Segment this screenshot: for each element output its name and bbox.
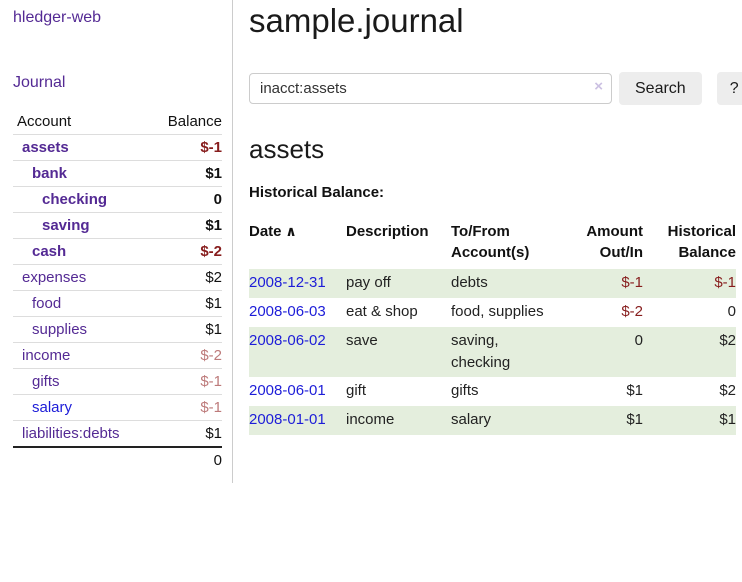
account-balance: $1: [148, 160, 222, 187]
transaction-amount: 0: [634, 331, 643, 349]
account-link[interactable]: salary: [32, 399, 73, 416]
main-panel: sample.journal × Search ? assets Histori…: [233, 0, 742, 435]
transaction-row: 2008-06-02 save saving, checking 0 $2: [249, 326, 736, 378]
account-balance: $1: [148, 420, 222, 447]
account-link[interactable]: checking: [42, 191, 108, 208]
transaction-description: eat & shop: [346, 303, 418, 321]
transaction-accounts: gifts: [451, 382, 479, 400]
account-row: income $-2: [13, 342, 222, 369]
transaction-date-link[interactable]: 2008-06-02: [249, 331, 326, 349]
account-link[interactable]: saving: [42, 217, 90, 234]
account-link[interactable]: income: [22, 347, 71, 364]
transaction-accounts: saving, checking: [451, 331, 511, 371]
accounts-table: Account Balance assets $-1 bank $1 check…: [13, 109, 222, 473]
account-link[interactable]: gifts: [32, 373, 60, 390]
account-balance: $-1: [148, 394, 222, 421]
account-row: supplies $1: [13, 316, 222, 343]
search-input[interactable]: [249, 73, 612, 104]
account-link[interactable]: bank: [32, 165, 68, 182]
transaction-row: 2008-06-01 gift gifts $1 $2: [249, 377, 736, 406]
accounts-header-balance: Balance: [167, 113, 222, 130]
transaction-row: 2008-12-31 pay off debts $-1 $-1: [249, 269, 736, 299]
accounts-header-account: Account: [17, 113, 72, 130]
page-title: sample.journal: [249, 2, 464, 39]
sort-ascending-icon: ∧: [281, 223, 297, 239]
transaction-amount: $-2: [621, 303, 643, 321]
transaction-accounts: debts: [451, 274, 488, 292]
register-header-description: Description: [346, 223, 429, 240]
transaction-balance: $-1: [714, 274, 736, 292]
register-header-row: Date ∧ Description To/From Account(s) Amoun…: [249, 222, 736, 269]
clear-search-icon[interactable]: ×: [594, 78, 603, 95]
accounts-table-header: Account Balance: [13, 109, 222, 135]
transaction-balance: 0: [727, 303, 736, 321]
transaction-balance: $2: [719, 382, 736, 400]
transaction-description: income: [346, 411, 395, 429]
transaction-description: save: [346, 331, 378, 349]
register-header-amount: Amount Out/In: [586, 223, 643, 261]
transaction-row: 2008-06-03 eat & shop food, supplies $-2…: [249, 298, 736, 327]
transaction-balance: $2: [719, 331, 736, 349]
accounts-total-row: 0: [13, 446, 222, 473]
account-link[interactable]: cash: [32, 243, 67, 260]
register-header-tofrom: To/From Account(s): [451, 223, 530, 261]
chart-title: Historical Balance:: [249, 184, 385, 201]
account-link[interactable]: expenses: [22, 269, 87, 286]
account-link[interactable]: assets: [22, 139, 69, 156]
transaction-amount: $1: [626, 411, 643, 429]
account-row: assets $-1: [13, 134, 222, 161]
sidebar-item-journal[interactable]: Journal: [13, 74, 66, 91]
account-balance: $1: [148, 316, 222, 343]
transaction-date-link[interactable]: 2008-06-03: [249, 303, 326, 321]
transaction-amount: $1: [626, 382, 643, 400]
account-link[interactable]: supplies: [32, 321, 88, 338]
transaction-balance: $1: [719, 411, 736, 429]
help-button[interactable]: ?: [716, 72, 742, 105]
account-row: checking 0: [13, 186, 222, 213]
brand-link[interactable]: hledger-web: [13, 9, 102, 26]
account-heading: assets: [249, 134, 325, 164]
account-row: gifts $-1: [13, 368, 222, 395]
account-link[interactable]: food: [32, 295, 62, 312]
account-balance: $-1: [148, 134, 222, 161]
transaction-date-link[interactable]: 2008-12-31: [249, 274, 326, 292]
search-button[interactable]: Search: [619, 72, 702, 105]
sidebar: hledger-web Journal Account Balance asse…: [0, 0, 233, 483]
search-bar: × Search ?: [249, 72, 742, 105]
transaction-date-link[interactable]: 2008-06-01: [249, 382, 326, 400]
transaction-description: gift: [346, 382, 367, 400]
account-row: cash $-2: [13, 238, 222, 265]
transaction-description: pay off: [346, 274, 391, 292]
register-table: Date ∧ Description To/From Account(s) Amoun…: [249, 222, 736, 435]
accounts-total: 0: [148, 446, 222, 473]
transaction-accounts: food, supplies: [451, 303, 544, 321]
transaction-amount: $-1: [621, 274, 643, 292]
account-row: bank $1: [13, 160, 222, 187]
account-balance: 0: [148, 186, 222, 213]
account-balance: $-2: [148, 238, 222, 265]
account-row: saving $1: [13, 212, 222, 239]
register-header-historical: Historical Balance: [667, 223, 736, 261]
account-row: liabilities:debts $1: [13, 420, 222, 447]
transaction-row: 2008-01-01 income salary $1 $1: [249, 406, 736, 435]
account-balance: $1: [148, 212, 222, 239]
account-row: expenses $2: [13, 264, 222, 291]
account-balance: $-2: [148, 342, 222, 369]
register-header-date[interactable]: Date ∧: [249, 223, 297, 240]
transaction-accounts: salary: [451, 411, 492, 429]
account-row: salary $-1: [13, 394, 222, 421]
transaction-date-link[interactable]: 2008-01-01: [249, 411, 326, 429]
account-link[interactable]: liabilities:debts: [22, 425, 120, 442]
account-balance: $1: [148, 290, 222, 317]
account-balance: $-1: [148, 368, 222, 395]
account-balance: $2: [148, 264, 222, 291]
account-row: food $1: [13, 290, 222, 317]
